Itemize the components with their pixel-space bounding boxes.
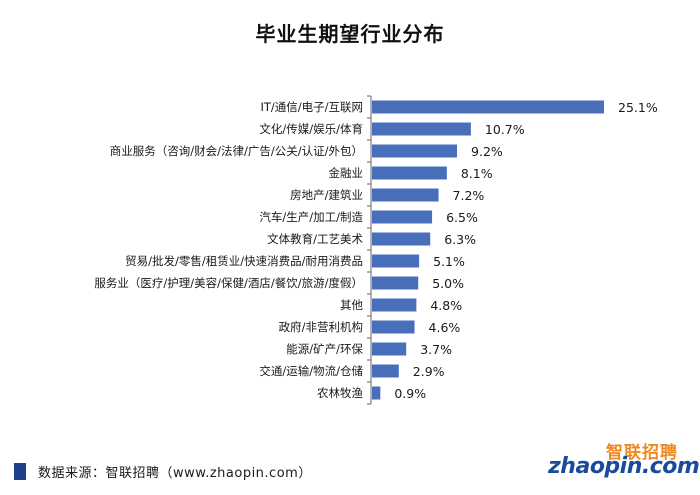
value-label: 2.9%	[413, 364, 445, 379]
value-label: 7.2%	[453, 188, 485, 203]
category-label: 政府/非营利机构	[279, 320, 363, 334]
data-source: 数据来源：智联招聘（www.zhaopin.com）	[38, 465, 312, 481]
value-label: 8.1%	[461, 166, 493, 181]
category-label: 其他	[340, 298, 363, 312]
bar	[372, 100, 604, 114]
category-label: 能源/矿产/环保	[286, 342, 363, 356]
category-label: 文体教育/工艺美术	[267, 232, 363, 246]
bar	[372, 188, 439, 202]
bar	[372, 276, 419, 290]
value-label: 4.8%	[430, 298, 462, 313]
footer: 数据来源：智联招聘（www.zhaopin.com）	[14, 462, 312, 481]
category-label: 商业服务（咨询/财会/法律/广告/公关/认证/外包）	[110, 144, 363, 158]
value-label: 6.5%	[446, 210, 478, 225]
bar	[372, 298, 417, 312]
value-label: 5.1%	[433, 254, 465, 269]
chart-title: 毕业生期望行业分布	[255, 22, 445, 46]
value-label: 5.0%	[432, 276, 464, 291]
bar	[372, 342, 407, 356]
value-label: 10.7%	[485, 122, 525, 137]
bar	[372, 320, 415, 334]
value-label: 3.7%	[420, 342, 452, 357]
category-label: 文化/传媒/娱乐/体育	[259, 122, 363, 136]
value-label: 25.1%	[618, 100, 658, 115]
category-label: IT/通信/电子/互联网	[260, 100, 363, 114]
value-label: 0.9%	[394, 386, 426, 401]
brand-name-cn: 智联招聘	[606, 443, 678, 463]
category-label: 贸易/批发/零售/租赁业/快速消费品/耐用消费品	[125, 254, 363, 268]
brand-logo: 智联招聘 zhaopin.com	[548, 438, 700, 486]
category-label: 金融业	[329, 166, 364, 180]
category-label: 汽车/生产/加工/制造	[259, 210, 363, 224]
bar	[372, 386, 381, 400]
bar	[372, 144, 458, 158]
bar	[372, 254, 420, 268]
category-label: 农林牧渔	[317, 386, 363, 400]
legend-square	[14, 462, 26, 480]
bar	[372, 122, 471, 136]
brand-name-en: zhaopin.com	[548, 454, 700, 479]
bar	[372, 166, 447, 180]
category-label: 交通/运输/物流/仓储	[259, 364, 363, 378]
category-label: 房地产/建筑业	[290, 188, 363, 202]
bar	[372, 364, 399, 378]
value-label: 4.6%	[429, 320, 461, 335]
category-label: 服务业（医疗/护理/美容/保健/酒店/餐饮/旅游/度假）	[94, 276, 363, 290]
bar	[372, 210, 433, 224]
value-label: 6.3%	[444, 232, 476, 247]
value-label: 9.2%	[471, 144, 503, 159]
bar	[372, 232, 431, 246]
